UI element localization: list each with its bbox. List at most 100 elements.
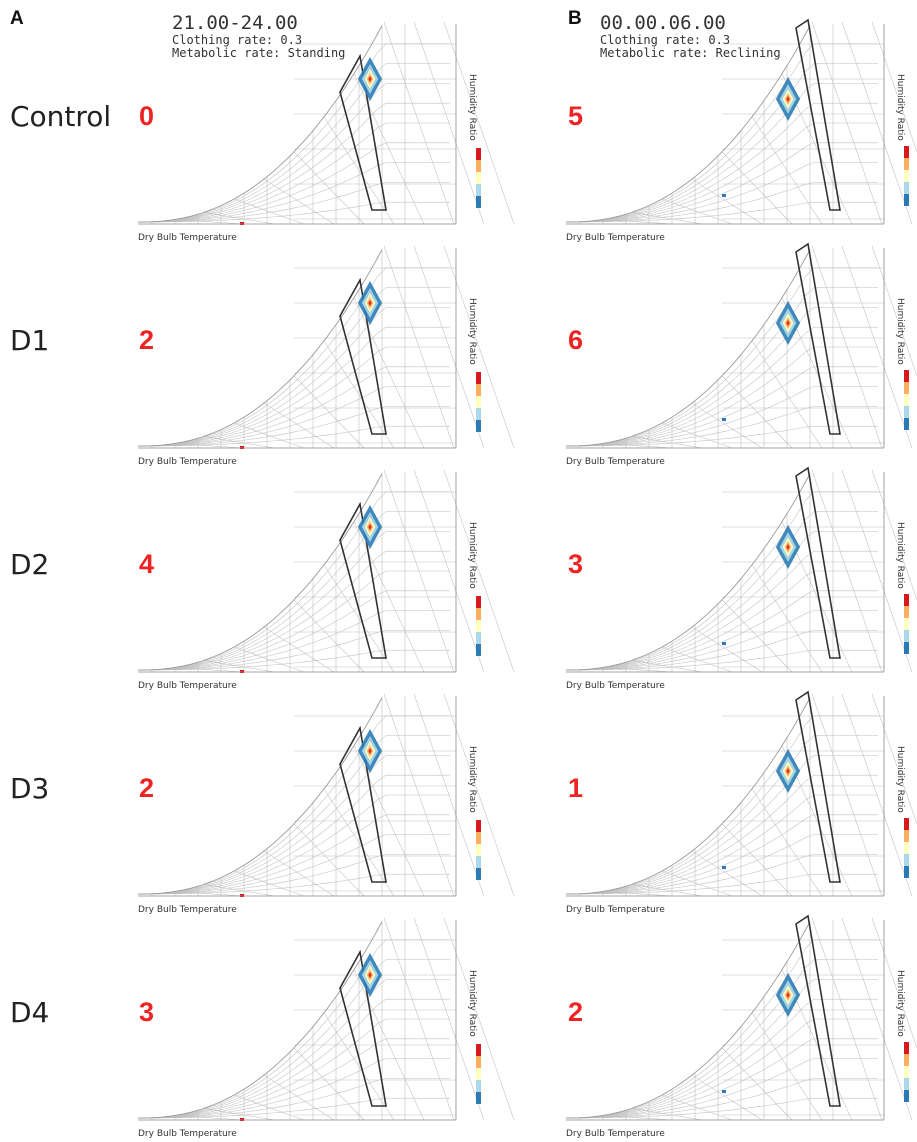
rh-curve (138, 142, 450, 223)
chart-grid (565, 245, 917, 449)
occupancy-heatmap (775, 77, 801, 121)
rh-curve (138, 1058, 450, 1119)
comfort-zone (795, 466, 841, 659)
psychro-chart-b-d1: Dry Bulb Temperature Humidity Ratio (565, 242, 917, 467)
colorbar-swatch (904, 866, 909, 878)
rh-curve (566, 102, 878, 223)
enthalpy-line (203, 1108, 275, 1121)
rh-curve (138, 326, 450, 447)
enthalpy-line (353, 969, 425, 1121)
psychro-chart-b-d4: Dry Bulb Temperature Humidity Ratio (565, 914, 917, 1139)
saturation-curve (138, 697, 383, 895)
enthalpy-line (691, 626, 763, 673)
y-axis-title: Humidity Ratio (895, 74, 905, 141)
row-label-d1: D1 (10, 324, 50, 357)
colorbar (476, 372, 481, 432)
enthalpy-line (293, 1047, 365, 1121)
heatmap-cell (240, 222, 244, 225)
colorbar (904, 1042, 909, 1102)
colorbar-swatch (904, 1066, 909, 1078)
x-axis-title: Dry Bulb Temperature (566, 681, 665, 691)
enthalpy-line (383, 469, 455, 673)
enthalpy-line (661, 646, 733, 673)
colorbar (476, 596, 481, 656)
comfort-zone (339, 725, 387, 883)
enthalpy-line (631, 660, 703, 673)
colorbar-swatch (476, 632, 481, 644)
y-axis-title: Humidity Ratio (467, 746, 477, 813)
colorbar-swatch (476, 172, 481, 184)
rh-curve (566, 1038, 878, 1119)
x-axis-title: Dry Bulb Temperature (566, 457, 665, 467)
enthalpy-line (841, 21, 913, 225)
rh-curve (566, 854, 878, 895)
rh-curve (137, 715, 450, 895)
enthalpy-line (413, 469, 485, 673)
rh-curve (138, 162, 450, 223)
saturation-curve (566, 921, 811, 1119)
rh-curve (566, 834, 878, 895)
chart-grid (565, 917, 917, 1121)
rh-curve (565, 491, 878, 671)
enthalpy-line (173, 1115, 245, 1121)
colorbar (904, 146, 909, 206)
occupancy-heatmap (775, 525, 801, 569)
rh-curve (138, 182, 450, 223)
rh-curve (566, 610, 878, 671)
enthalpy-line (841, 469, 913, 673)
enthalpy-line (203, 212, 275, 225)
rh-curve (565, 83, 878, 223)
enthalpy-line (233, 198, 305, 225)
enthalpy-line (233, 1094, 305, 1121)
enthalpy-line (751, 1012, 823, 1121)
rh-curve (138, 774, 450, 895)
chart-grid (565, 693, 917, 897)
comfort-zone (339, 53, 387, 211)
occupancy-heatmap (357, 953, 383, 997)
enthalpy-line (871, 245, 917, 377)
enthalpy-line (353, 745, 425, 897)
enthalpy-line (811, 469, 883, 673)
enthalpy-line (811, 693, 883, 897)
heatmap-cell (240, 670, 244, 673)
rh-curve (566, 814, 878, 895)
comfort-zone (339, 501, 387, 659)
rh-curve (566, 162, 878, 223)
colorbar-swatch (476, 820, 481, 832)
colorbar-swatch (904, 594, 909, 606)
heatmap-cell (722, 194, 726, 197)
row-label-d4: D4 (10, 996, 50, 1029)
colorbar-swatch (476, 384, 481, 396)
rh-curve (138, 854, 450, 895)
rh-curve (138, 649, 450, 671)
enthalpy-line (203, 884, 275, 897)
enthalpy-line (293, 599, 365, 673)
colorbar (904, 818, 909, 878)
panel-a-header: 21.00-24.00 Clothing rate: 0.3 Metabolic… (172, 13, 345, 59)
rh-curve (566, 386, 878, 447)
colorbar-swatch (476, 620, 481, 632)
rh-curve (138, 122, 450, 223)
colorbar-swatch (476, 596, 481, 608)
rh-curve (565, 959, 878, 1119)
occupancy-heatmap (357, 729, 383, 773)
enthalpy-line (323, 1012, 395, 1121)
comfort-zone (339, 277, 387, 435)
enthalpy-line (203, 436, 275, 449)
y-axis-title: Humidity Ratio (467, 522, 477, 589)
enthalpy-line (413, 245, 485, 449)
colorbar-swatch (904, 194, 909, 206)
colorbar-swatch (476, 420, 481, 432)
colorbar-swatch (476, 1092, 481, 1104)
psychro-chart-a-d3: Dry Bulb Temperature Humidity Ratio (137, 693, 515, 915)
enthalpy-line (691, 178, 763, 225)
colorbar-swatch (904, 630, 909, 642)
rh-curve (137, 83, 450, 223)
rh-curve (137, 491, 450, 671)
enthalpy-line (721, 599, 793, 673)
enthalpy-line (871, 469, 917, 601)
x-axis-title: Dry Bulb Temperature (138, 681, 237, 691)
comfort-zone (795, 18, 841, 211)
rh-curve (138, 630, 450, 671)
rh-curve (565, 43, 878, 223)
